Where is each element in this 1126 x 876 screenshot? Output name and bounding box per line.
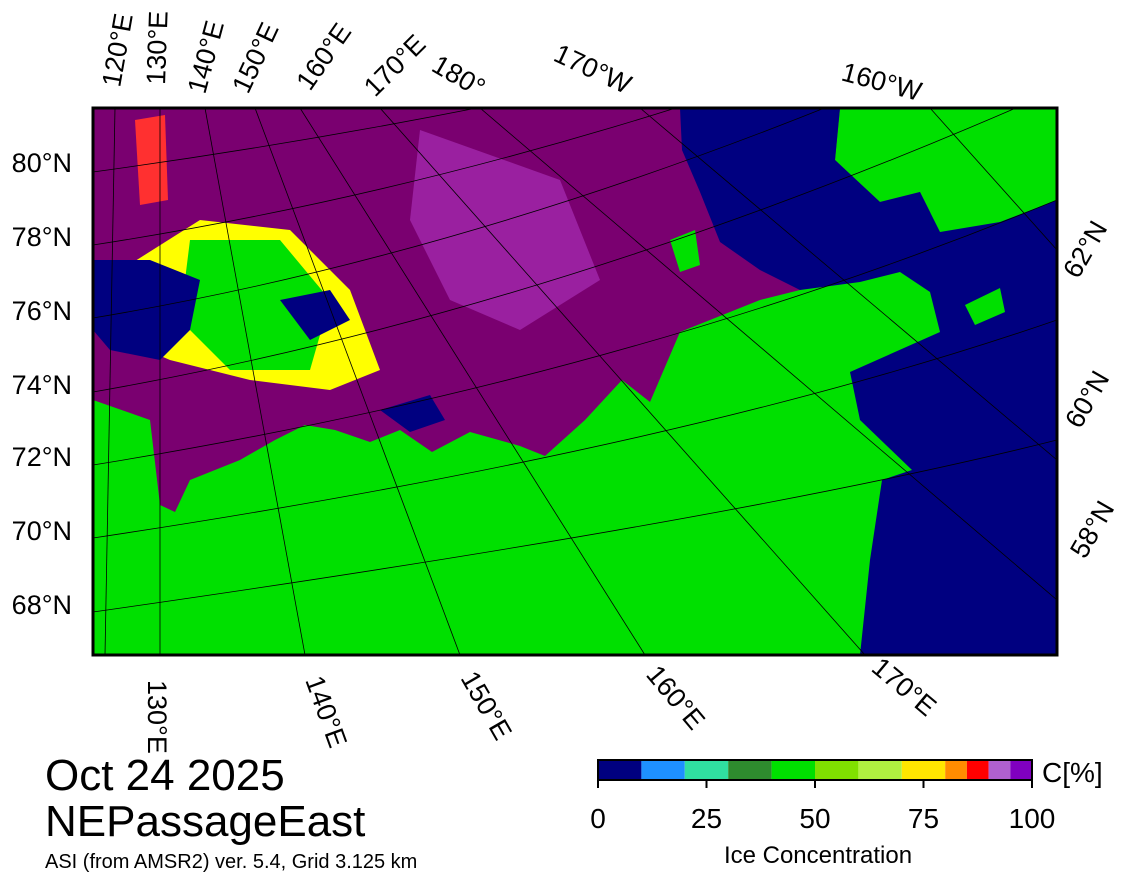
lon-label: 140°E — [299, 672, 352, 752]
lat-label: 70°N — [12, 516, 72, 546]
lon-label: 160°W — [838, 57, 925, 107]
colorbar-tick-label: 100 — [1009, 803, 1056, 834]
colorbar-segment — [684, 760, 729, 780]
lat-label: 76°N — [12, 296, 72, 326]
lon-label: 170°E — [866, 652, 942, 722]
lat-label: 60°N — [1059, 366, 1115, 433]
colorbar-title: Ice Concentration — [724, 842, 912, 869]
colorbar-segment — [966, 760, 989, 780]
map-frame — [91, 106, 1059, 657]
lon-label: 170°W — [549, 38, 636, 100]
source: ASI (from AMSR2) ver. 5.4, Grid 3.125 km — [45, 851, 417, 873]
lon-label: 120°E — [96, 11, 138, 89]
lat-label: 78°N — [12, 222, 72, 252]
colorbar-unit: C[%] — [1042, 757, 1103, 788]
lon-label: 160°E — [290, 18, 357, 96]
lon-label: 150°E — [226, 18, 284, 98]
colorbar-segment — [858, 760, 902, 780]
lat-label: 80°N — [12, 148, 72, 178]
colorbar-segment — [771, 760, 815, 780]
lon-label: 130°E — [141, 10, 174, 85]
map — [93, 108, 1057, 655]
lat-label: 74°N — [12, 370, 72, 400]
lon-label: 150°E — [455, 666, 518, 745]
graticule — [93, 108, 1057, 655]
lat-label: 72°N — [12, 442, 72, 472]
lon-label: 180° — [427, 49, 490, 103]
colorbar-segment — [945, 760, 967, 780]
colorbar-segment — [1010, 760, 1032, 780]
colorbar-segment — [901, 760, 946, 780]
lon-label: 170°E — [358, 29, 431, 102]
region: NEPassageEast — [45, 797, 365, 846]
date: Oct 24 2025 — [45, 751, 285, 800]
lat-label: 58°N — [1064, 496, 1120, 563]
colorbar-segment — [728, 760, 772, 780]
lat-label: 62°N — [1057, 216, 1113, 283]
colorbar-segment — [598, 760, 642, 780]
colorbar-tick-label: 50 — [799, 803, 830, 834]
colorbar-segment — [815, 760, 859, 780]
lon-label: 140°E — [182, 17, 230, 96]
colorbar-tick-label: 25 — [691, 803, 722, 834]
colorbar-tick-label: 75 — [908, 803, 939, 834]
lon-label: 160°E — [640, 660, 710, 736]
colorbar-segment — [988, 760, 1011, 780]
colorbar-segment — [641, 760, 685, 780]
lon-label: 130°E — [142, 680, 172, 754]
lat-label: 68°N — [12, 590, 72, 620]
colorbar-tick-label: 0 — [590, 803, 606, 834]
